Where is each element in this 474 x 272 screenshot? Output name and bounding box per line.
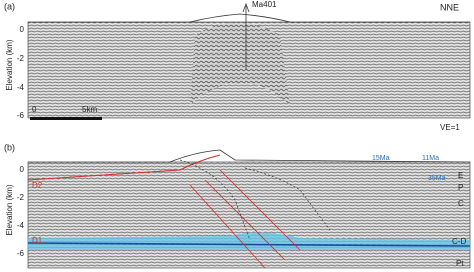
well-label: Ma401 [252, 0, 277, 9]
scale-bar [30, 117, 102, 120]
anticline-core [190, 22, 290, 105]
unit-label: C [458, 199, 464, 208]
panel-b: (b) Elevation (km) 0 -2 -4 -6 D2 D1 15Ma… [4, 142, 471, 269]
basal-horizon [27, 242, 471, 247]
scale-end: 5km [82, 105, 97, 114]
unit-label: Pt [456, 259, 464, 268]
vertical-exaggeration: VE=1 [440, 123, 460, 132]
age-label: 15Ma [372, 155, 390, 162]
unit-label: E [458, 171, 463, 180]
detachment-label: D1 [32, 236, 43, 245]
tick-label: -4 [17, 83, 25, 92]
fault-dashed [179, 159, 251, 241]
tick-label: -4 [17, 221, 25, 230]
surface-mask [28, 150, 470, 162]
detachment-label: D2 [32, 181, 43, 190]
age-label: 11Ma [422, 155, 439, 162]
panel-label: (a) [4, 1, 15, 11]
well-derrick [242, 2, 250, 13]
fault-dashed [244, 167, 331, 231]
direction: NNE [440, 2, 459, 12]
axis-title: Elevation (km) [5, 39, 14, 90]
panel-a: (a) Ma401 NNE Elevation (km) 0 -2 -4 -6 … [4, 0, 471, 132]
topography [28, 13, 470, 23]
scale-start: 0 [32, 105, 37, 114]
panel-label: (b) [4, 142, 15, 152]
tick-label: 0 [20, 165, 25, 174]
axis-title: Elevation (km) [5, 184, 14, 235]
tick-label: -6 [17, 111, 25, 120]
tick-label: -2 [17, 54, 25, 63]
faults [189, 169, 301, 269]
tick-label: 0 [20, 25, 25, 34]
age-label: 35Ma [428, 175, 446, 182]
seismic-section [27, 161, 471, 269]
tick-label: -6 [17, 249, 25, 258]
tick-label: -2 [17, 193, 25, 202]
topography [28, 149, 471, 163]
unit-label: P [458, 183, 463, 192]
surface-mask [28, 12, 470, 22]
unit-label: C-D [452, 237, 466, 246]
detachment-d2 [27, 154, 221, 181]
